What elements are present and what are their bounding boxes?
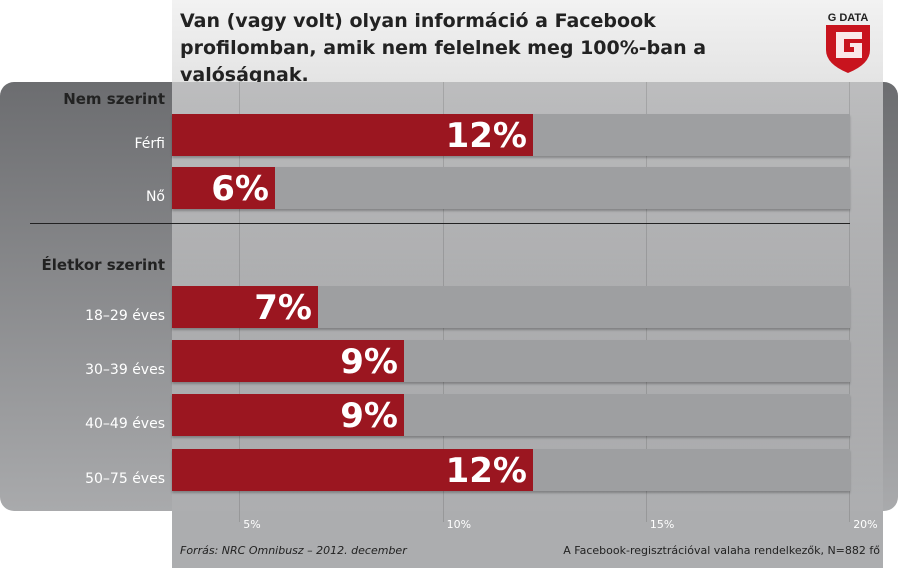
group-divider — [30, 223, 850, 224]
category-label: Férfi — [134, 136, 165, 152]
gdata-logo: G DATA — [826, 12, 870, 73]
title-panel — [172, 0, 883, 82]
bar: 6% — [172, 167, 275, 209]
bar-track — [172, 167, 850, 209]
category-label: 40–49 éves — [85, 416, 165, 432]
source-note: Forrás: NRC Omnibusz – 2012. december — [180, 544, 407, 557]
group-header-age: Életkor szerint — [41, 256, 165, 274]
category-label: 30–39 éves — [85, 362, 165, 378]
x-tick-label: 20% — [853, 518, 878, 531]
bar: 9% — [172, 394, 404, 436]
x-tick-label: 10% — [446, 518, 472, 531]
chart-title: Van (vagy volt) olyan információ a Faceb… — [180, 10, 707, 86]
bar: 12% — [172, 114, 533, 156]
svg-text:G DATA: G DATA — [828, 12, 869, 24]
bar: 12% — [172, 449, 533, 491]
x-tick-label: 15% — [649, 518, 675, 531]
sample-note: A Facebook-regisztrációval valaha rendel… — [563, 544, 880, 557]
x-tick-label: 5% — [243, 518, 261, 531]
category-label: 50–75 éves — [85, 471, 165, 487]
bar: 9% — [172, 340, 404, 382]
category-label: 18–29 éves — [85, 308, 165, 324]
bar: 7% — [172, 286, 318, 328]
category-label: Nő — [145, 189, 165, 205]
group-header-gender: Nem szerint — [63, 90, 165, 108]
